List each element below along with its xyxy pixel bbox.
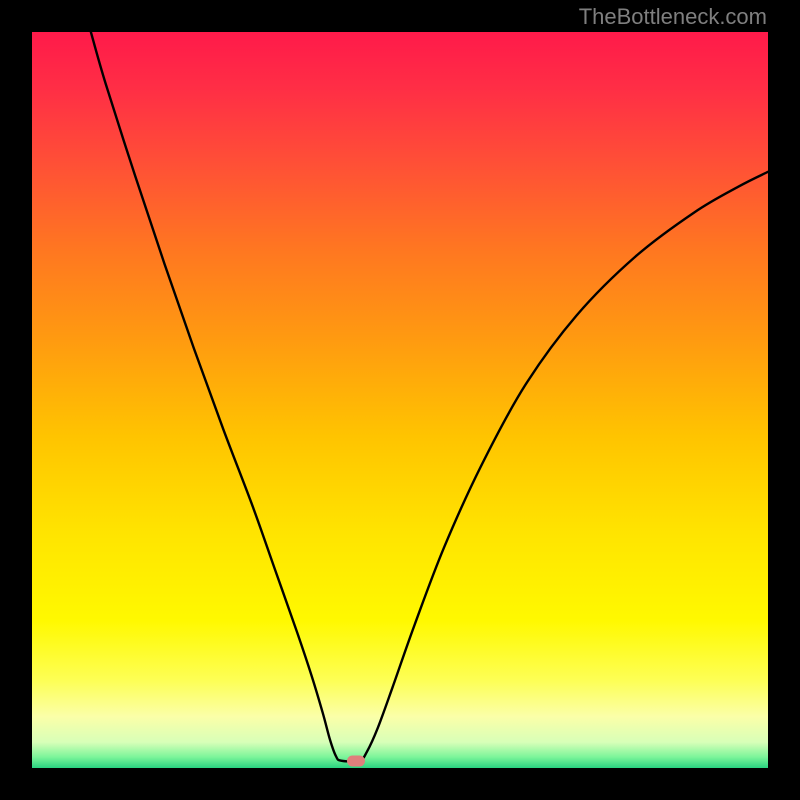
curve-path — [91, 32, 768, 761]
plot-area — [32, 32, 768, 768]
watermark-text: TheBottleneck.com — [579, 4, 767, 30]
optimal-point-marker — [347, 755, 365, 766]
bottleneck-curve — [32, 32, 768, 768]
chart-frame: TheBottleneck.com — [0, 0, 800, 800]
